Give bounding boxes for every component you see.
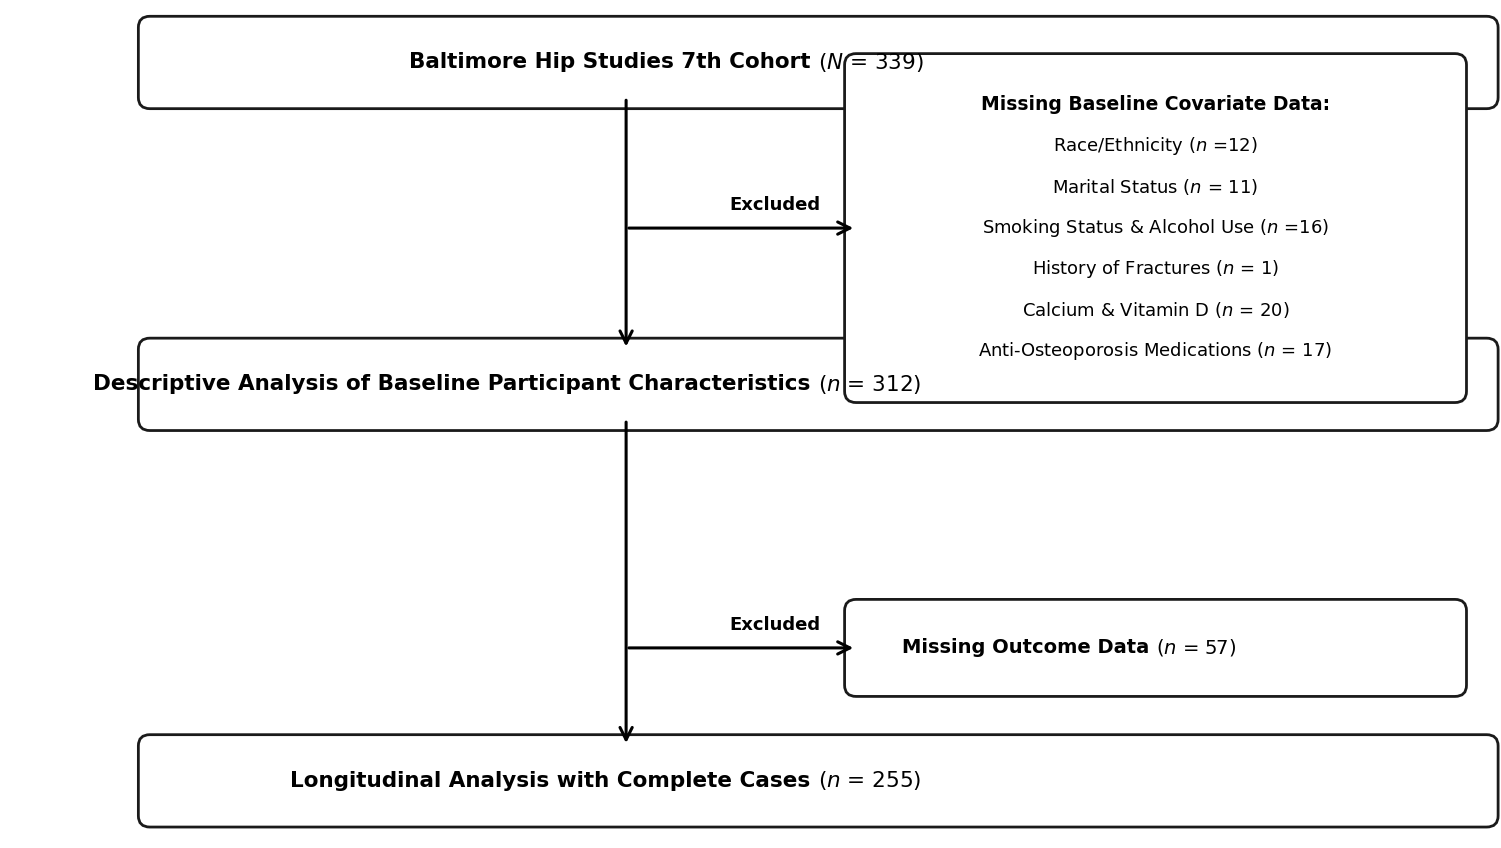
Text: Missing Outcome Data: Missing Outcome Data — [902, 639, 1156, 657]
Text: Calcium & Vitamin D ($\it{n}$ = 20): Calcium & Vitamin D ($\it{n}$ = 20) — [1022, 300, 1289, 321]
Text: ($\it{n}$ = 57): ($\it{n}$ = 57) — [1156, 638, 1235, 658]
Text: Longitudinal Analysis with Complete Cases: Longitudinal Analysis with Complete Case… — [291, 771, 818, 791]
Text: Descriptive Analysis of Baseline Participant Characteristics: Descriptive Analysis of Baseline Partici… — [93, 374, 818, 394]
FancyBboxPatch shape — [845, 53, 1466, 403]
Text: Smoking Status & Alcohol Use ($\it{n}$ =16): Smoking Status & Alcohol Use ($\it{n}$ =… — [982, 217, 1328, 239]
Text: Baltimore Hip Studies 7th Cohort: Baltimore Hip Studies 7th Cohort — [410, 53, 818, 72]
Text: History of Fractures ($\it{n}$ = 1): History of Fractures ($\it{n}$ = 1) — [1031, 258, 1279, 280]
FancyBboxPatch shape — [845, 600, 1466, 696]
Text: Marital Status ($\it{n}$ = 11): Marital Status ($\it{n}$ = 11) — [1052, 177, 1259, 197]
Text: Race/Ethnicity ($\it{n}$ =12): Race/Ethnicity ($\it{n}$ =12) — [1054, 135, 1258, 157]
FancyBboxPatch shape — [138, 734, 1498, 827]
Text: Excluded: Excluded — [729, 616, 820, 634]
Text: ($\it{N}$ = 339): ($\it{N}$ = 339) — [818, 51, 925, 74]
Text: ($\it{n}$ = 255): ($\it{n}$ = 255) — [818, 769, 922, 792]
Text: Missing Baseline Covariate Data:: Missing Baseline Covariate Data: — [982, 96, 1330, 114]
FancyBboxPatch shape — [138, 338, 1498, 431]
FancyBboxPatch shape — [138, 16, 1498, 109]
Text: Anti-Osteoporosis Medications ($\it{n}$ = 17): Anti-Osteoporosis Medications ($\it{n}$ … — [979, 340, 1333, 362]
Text: ($\it{n}$ = 312): ($\it{n}$ = 312) — [818, 373, 922, 396]
Text: Excluded: Excluded — [729, 196, 820, 214]
